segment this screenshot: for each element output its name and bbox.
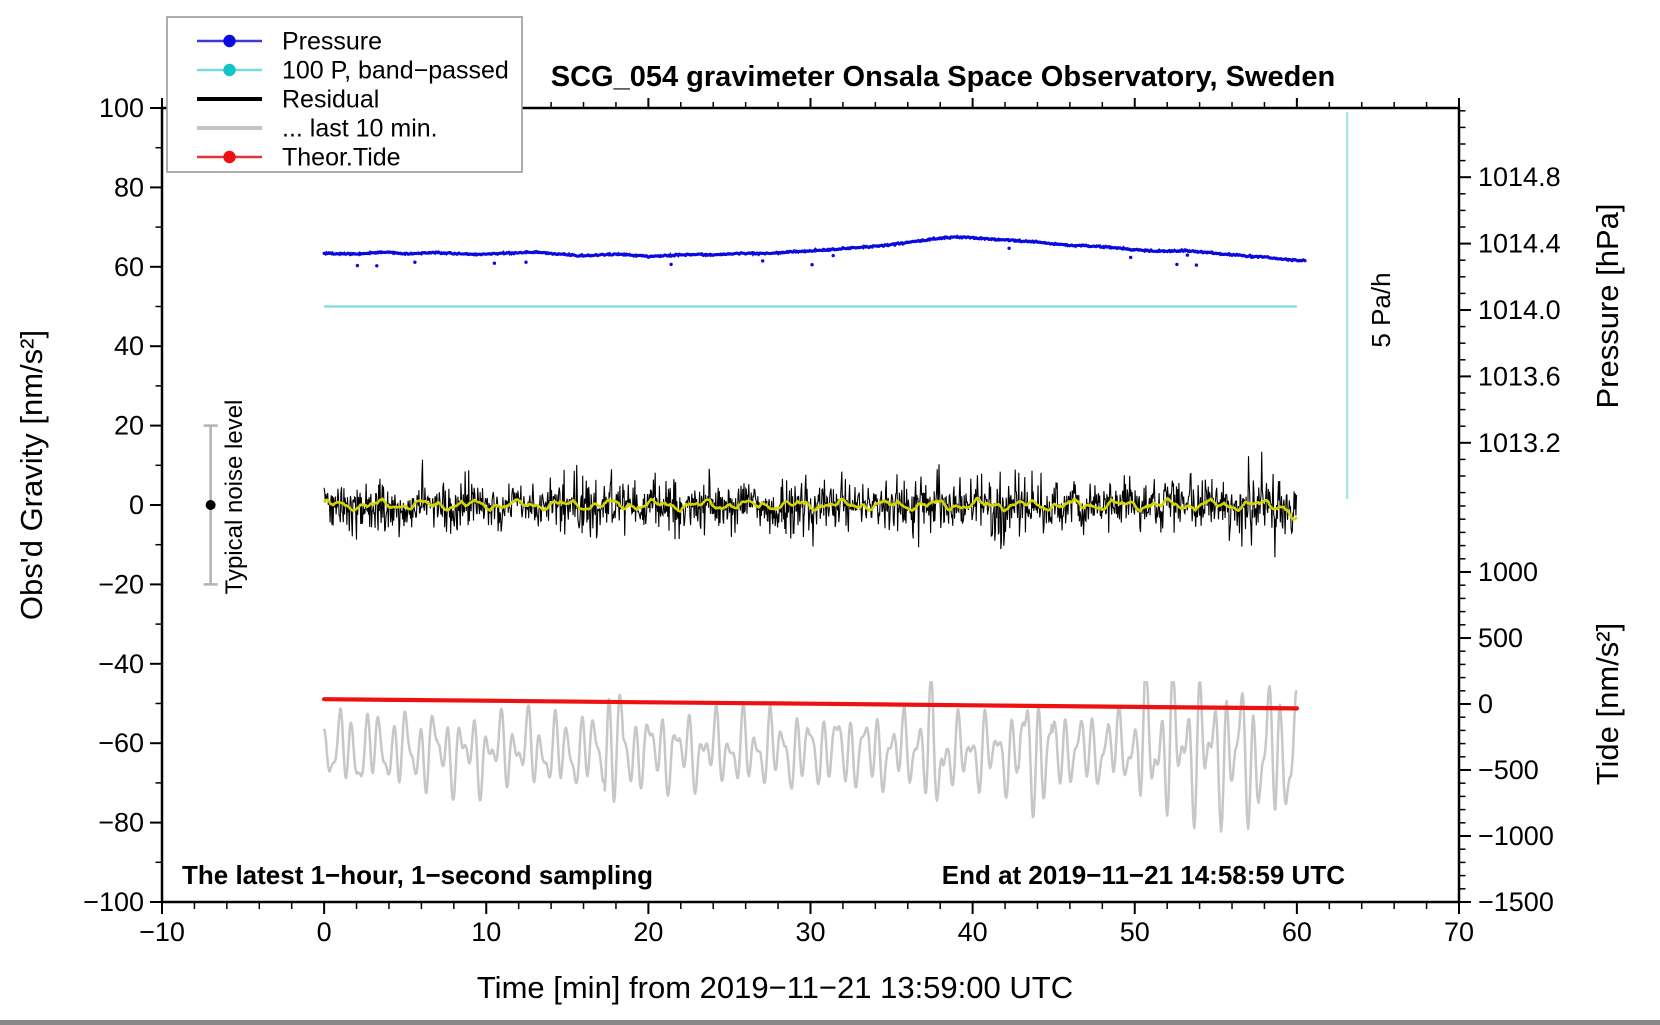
plot-frame [160,106,1461,904]
pressure-outlier-dot [413,260,417,264]
pressure-outlier-dot [1175,262,1179,267]
chart-title: SCG_054 gravimeter Onsala Space Observat… [551,61,1335,93]
theor-tide-line [322,697,1299,711]
end-time-annotation: End at 2019−11−21 14:58:59 UTC [942,860,1345,890]
y-left-tick-label: −40 [98,649,144,679]
pressure-outlier-dot [1007,246,1011,250]
y-tide-tick-label: 500 [1478,623,1523,653]
sampling-annotation: The latest 1−hour, 1−second sampling [182,860,653,890]
y-tide-tick-label: −1500 [1478,887,1554,917]
pressure-outlier-dot [375,264,379,268]
x-axis-title: Time [min] from 2019−11−21 13:59:00 UTC [477,970,1073,1005]
y-pressure-tick-label: 1013.2 [1478,428,1561,458]
y-pressure-tick-label: 1014.0 [1478,295,1561,325]
pressure-outlier-dot [1129,255,1133,260]
pressure-outlier-dot [524,260,528,264]
legend-item-label: Residual [282,86,379,114]
y-left-tick-label: −60 [98,728,144,758]
x-axis-tick-label: 50 [1120,917,1150,947]
series-layer [322,234,1307,833]
y-left-tick-label: −80 [98,808,144,838]
pressure-dot [1303,259,1307,263]
pressure-outlier-dot [355,263,360,268]
y-right-pressure-title: Pressure [hPa] [1590,203,1625,408]
pressure-outlier-dot [1185,253,1190,257]
y-left-tick-label: −20 [98,569,144,599]
x-axis-tick-label: 30 [795,917,825,947]
y-pressure-tick-label: 1013.6 [1478,361,1561,391]
pressure-outlier-dot [1194,263,1199,267]
pressure-outlier-dot [831,253,835,258]
pressure-outlier-dot [492,261,497,265]
x-axis-tick-label: 0 [317,917,332,947]
pressure-outlier-dot [810,263,814,267]
legend-item-label: Theor.Tide [282,144,401,172]
residual-lowpass-line [323,496,1298,521]
noise-level-center-dot [205,500,216,510]
y-left-axis-title: Obs'd Gravity [nm/s²] [14,330,49,620]
y-right-tide-title: Tide [nm/s²] [1590,623,1625,786]
y-tide-tick-label: −1000 [1478,821,1554,851]
noise-level-label: Typical noise level [221,400,248,595]
legend-item-label: 100 P, band−passed [282,57,509,85]
y-left-tick-label: 60 [114,252,144,282]
legend-dot-marker [223,63,236,77]
y-left-tick-label: 40 [114,331,144,361]
last-10-min-curve [322,680,1298,833]
rate-scale-label: 5 Pa/h [1366,272,1396,347]
y-left-tick-label: 100 [99,93,144,123]
y-left-tick-label: 0 [129,490,144,520]
x-axis-tick-label: 20 [633,917,663,947]
y-tide-tick-label: 0 [1478,689,1493,719]
y-pressure-tick-label: 1014.4 [1478,229,1561,259]
x-axis-tick-label: 70 [1444,917,1474,947]
x-axis-tick-label: 10 [471,917,501,947]
y-pressure-tick-label: 1014.8 [1478,162,1561,192]
markers-layer [203,111,1349,586]
x-axis-tick-label: 40 [958,917,988,947]
x-axis-tick-label: 60 [1282,917,1312,947]
axes-layer: −10 0 10 20 30 40 50 60 70−100−80−60−40−20020406… [83,93,1560,947]
legend-item-label: ... last 10 min. [282,115,438,143]
y-tide-tick-label: 1000 [1478,557,1538,587]
legend-item-label: Pressure [282,28,382,56]
legend-dot-marker [223,150,236,164]
pressure-outlier-dot [669,262,673,267]
y-left-tick-label: 20 [114,411,144,441]
y-left-tick-label: −100 [83,887,144,917]
x-axis-tick-label: −10 [139,917,185,947]
pressure-outlier-dot [761,259,765,263]
y-left-tick-label: 80 [114,172,144,202]
legend-dot-marker [223,34,236,48]
y-tide-tick-label: −500 [1478,755,1539,785]
